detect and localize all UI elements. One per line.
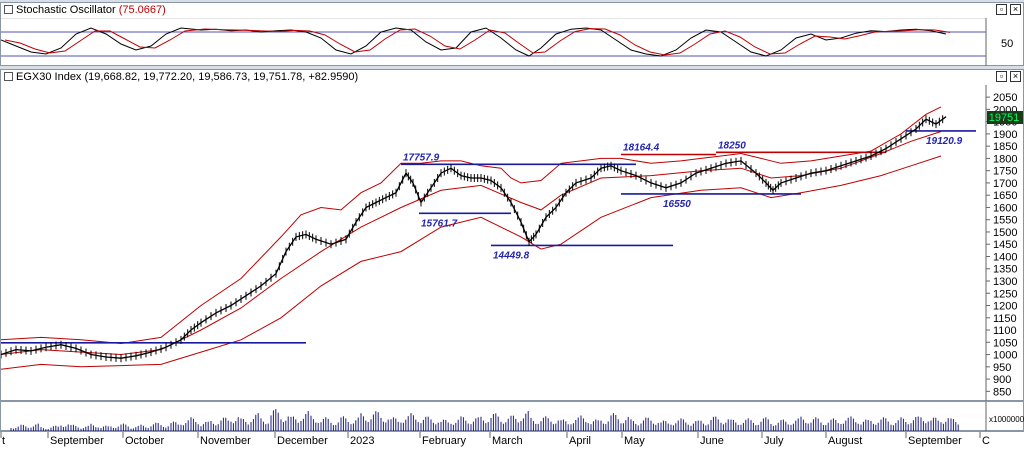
price-series-line [1,116,947,359]
stochastic-chart: 50 [1,18,1013,66]
y-tick-label: 1350 [993,264,1017,276]
x-tick-label: t [2,435,5,447]
stochastic-panel: Stochastic Oscillator (75.0667) ▫ × 50 [0,2,1024,66]
y-tick-label: 1650 [993,190,1017,202]
y-tick-label: 1900 [993,129,1017,141]
x-axis: t September October November December 2023 Feb… [0,431,1024,452]
close-button[interactable]: × [1010,4,1021,15]
x-tick-label: December [277,435,328,447]
price-ohlc: (19,668.82, 19,772.20, 19,586.73, 19,751… [84,71,359,83]
level-label: 16550 [663,199,691,210]
price-title: EGX30 Index [16,71,82,83]
y-tick-label: 1550 [993,215,1017,227]
y-tick-label: 1150 [993,313,1017,325]
volume-panel: x10 x1000000 [0,401,1024,432]
stochastic-value: (75.0667) [118,4,166,16]
level-label: 18164.4 [623,142,660,153]
y-tick-label: 1300 [993,276,1017,288]
x-tick-label: 2023 [350,435,374,447]
level-label: 19120.9 [926,136,963,147]
stochastic-titlebar: Stochastic Oscillator (75.0667) ▫ × [1,3,1023,17]
y-tick-label: 1850 [993,141,1017,153]
y-tick-label: 950 [993,362,1011,374]
x-tick-label: April [569,435,591,447]
panel-icon [4,72,13,81]
close-button[interactable]: × [1010,71,1021,82]
x-tick-label: September [50,435,104,447]
restore-button[interactable]: ▫ [996,4,1007,15]
price-panel: EGX30 Index (19,668.82, 19,772.20, 19,58… [0,69,1024,401]
y-tick-label: 2050 [993,92,1017,104]
y-tick-label: 1700 [993,178,1017,190]
y-tick-label: 850 [993,386,1011,398]
panel-icon [4,5,13,14]
level-label: 17757.9 [403,152,440,163]
x-tick-label: March [492,435,523,447]
x-tick-label: February [422,435,467,447]
y-tick-label: 1200 [993,301,1017,313]
x-tick-label: July [764,435,784,447]
y-tick-label: 1450 [993,239,1017,251]
price-chart: 8509009501000105011001150120012501300135… [1,85,1023,401]
volume-multiplier-2: x1000000 [989,415,1024,424]
x-tick-label: August [828,435,862,447]
y-tick-label: 1050 [993,337,1017,349]
y-tick-label: 1100 [993,325,1017,337]
stoch-slow-line [4,28,951,56]
y-tick-label: 1250 [993,288,1017,300]
volume-chart: x10 x1000000 [10,402,1024,432]
stoch-axis-label: 50 [1001,38,1013,50]
x-tick-label: November [200,435,251,447]
y-tick-label: 1500 [993,227,1017,239]
last-price-badge-bg [987,111,1023,124]
level-label: 14449.8 [493,250,530,261]
x-tick-label: October [125,435,164,447]
y-tick-label: 1400 [993,251,1017,263]
price-titlebar: EGX30 Index (19,668.82, 19,772.20, 19,58… [1,70,1023,84]
x-tick-label: C [982,435,990,447]
y-tick-label: 1000 [993,350,1017,362]
lower-band-line [1,155,942,370]
y-tick-label: 1750 [993,166,1017,178]
x-tick-label: May [624,435,645,447]
level-label: 18250 [718,140,746,151]
upper-band-line [1,106,942,345]
level-label: 15761.7 [421,218,458,229]
last-price-badge: 19751 [989,112,1020,124]
y-tick-label: 1800 [993,153,1017,165]
stochastic-title: Stochastic Oscillator [16,4,116,16]
y-tick-label: 1600 [993,202,1017,214]
restore-button[interactable]: ▫ [996,71,1007,82]
x-tick-label: September [908,435,962,447]
stoch-fast-line [1,27,947,57]
y-tick-label: 900 [993,374,1011,386]
x-tick-label: June [700,435,724,447]
